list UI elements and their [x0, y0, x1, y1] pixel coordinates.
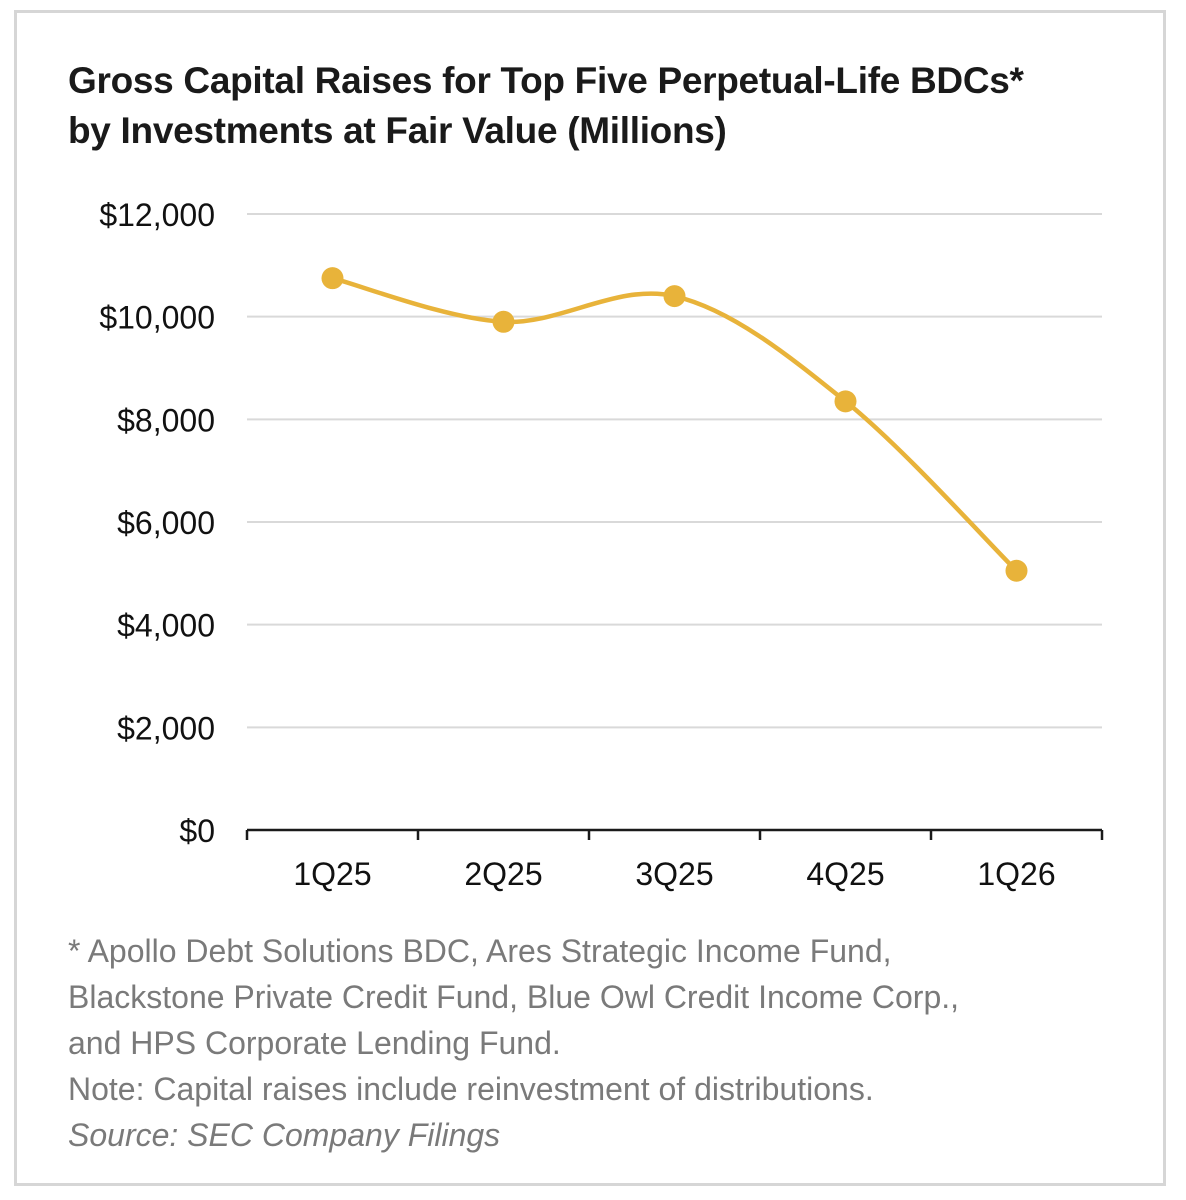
chart-title-line-2: by Investments at Fair Value (Millions)	[68, 110, 727, 151]
chart-note: Note: Capital raises include reinvestmen…	[68, 1071, 874, 1107]
y-tick-label: $10,000	[99, 300, 215, 336]
chart-footnotes: * Apollo Debt Solutions BDC, Ares Strate…	[68, 928, 1148, 1158]
y-tick-label: $4,000	[117, 608, 215, 644]
chart-card	[14, 10, 1166, 1186]
footnote-line: Blackstone Private Credit Fund, Blue Owl…	[68, 979, 960, 1015]
y-tick-label: $12,000	[99, 197, 215, 233]
series-line	[330, 275, 1019, 574]
data-point	[1005, 559, 1028, 582]
chart-title: Gross Capital Raises for Top Five Perpet…	[68, 56, 1148, 156]
x-tick-label: 2Q25	[464, 856, 542, 892]
x-tick-label: 4Q25	[806, 856, 884, 892]
chart-title-line-1: Gross Capital Raises for Top Five Perpet…	[68, 60, 1024, 101]
x-tick-label: 3Q25	[635, 856, 713, 892]
footnote-line: and HPS Corporate Lending Fund.	[68, 1025, 561, 1061]
data-point	[321, 267, 344, 290]
y-tick-label: $0	[179, 813, 215, 849]
data-point	[663, 285, 686, 308]
data-point	[834, 390, 857, 413]
y-tick-label: $8,000	[117, 402, 215, 438]
chart-source: Source: SEC Company Filings	[68, 1117, 501, 1153]
line-chart: $0 $2,000 $4,000 $6,000 $8,000 $10,000 $12,000…	[99, 197, 1104, 892]
x-tick-label: 1Q25	[293, 856, 371, 892]
y-tick-label: $2,000	[117, 710, 215, 746]
y-tick-label: $6,000	[117, 505, 215, 541]
x-tick-label: 1Q26	[977, 856, 1055, 892]
footnote-line: * Apollo Debt Solutions BDC, Ares Strate…	[68, 933, 892, 969]
data-point	[492, 310, 515, 333]
